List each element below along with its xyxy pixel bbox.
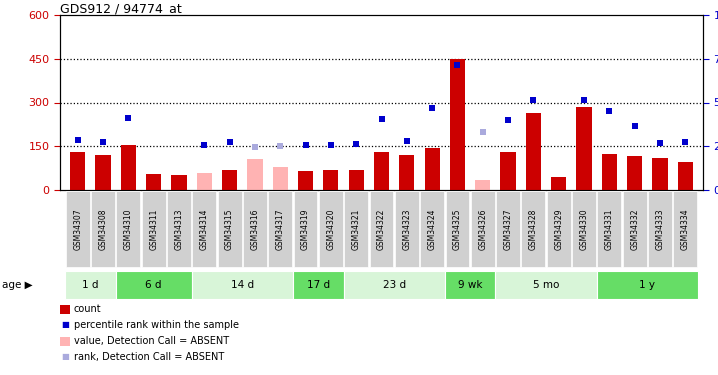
- Bar: [269, 191, 292, 267]
- Text: GSM34311: GSM34311: [149, 209, 158, 250]
- Text: GSM34323: GSM34323: [402, 208, 411, 250]
- Bar: [374, 152, 389, 190]
- Text: GSM34332: GSM34332: [630, 208, 639, 250]
- Bar: [298, 171, 313, 190]
- Bar: [475, 180, 490, 190]
- Text: GSM34317: GSM34317: [276, 208, 285, 250]
- Bar: [65, 271, 116, 299]
- Bar: [597, 191, 621, 267]
- Bar: [95, 155, 111, 190]
- Bar: [444, 271, 495, 299]
- Text: 23 d: 23 d: [383, 280, 406, 290]
- Bar: [70, 152, 85, 190]
- Bar: [623, 191, 646, 267]
- Text: GSM34325: GSM34325: [453, 208, 462, 250]
- Bar: [521, 191, 545, 267]
- Bar: [547, 191, 571, 267]
- Bar: [673, 191, 697, 267]
- Text: GSM34315: GSM34315: [225, 208, 234, 250]
- Bar: [602, 153, 617, 190]
- Text: 1 d: 1 d: [82, 280, 98, 290]
- Text: GSM34307: GSM34307: [73, 208, 83, 250]
- Text: 6 d: 6 d: [146, 280, 162, 290]
- Bar: [116, 271, 192, 299]
- Bar: [446, 191, 470, 267]
- Bar: [420, 191, 444, 267]
- Bar: [121, 145, 136, 190]
- Text: GSM34308: GSM34308: [98, 208, 108, 250]
- Bar: [192, 271, 293, 299]
- Bar: [450, 59, 465, 190]
- Bar: [273, 166, 288, 190]
- Bar: [500, 152, 516, 190]
- Bar: [218, 191, 241, 267]
- Text: GSM34322: GSM34322: [377, 209, 386, 250]
- Bar: [343, 271, 444, 299]
- Text: GSM34328: GSM34328: [529, 209, 538, 250]
- Text: GSM34330: GSM34330: [579, 208, 589, 250]
- Bar: [172, 176, 187, 190]
- Bar: [349, 170, 364, 190]
- Text: 17 d: 17 d: [307, 280, 330, 290]
- Text: GSM34316: GSM34316: [251, 208, 259, 250]
- Bar: [577, 107, 592, 190]
- Bar: [370, 191, 393, 267]
- Text: rank, Detection Call = ABSENT: rank, Detection Call = ABSENT: [74, 352, 224, 362]
- Text: GSM34310: GSM34310: [123, 208, 133, 250]
- Text: GSM34334: GSM34334: [681, 208, 690, 250]
- Bar: [319, 191, 342, 267]
- Bar: [116, 191, 140, 267]
- Text: ■: ■: [61, 321, 69, 330]
- Text: 14 d: 14 d: [230, 280, 254, 290]
- Bar: [572, 191, 596, 267]
- Bar: [141, 191, 166, 267]
- Text: GSM34321: GSM34321: [352, 209, 360, 250]
- Bar: [399, 155, 414, 190]
- Bar: [495, 271, 597, 299]
- Text: 9 wk: 9 wk: [458, 280, 482, 290]
- Bar: [526, 113, 541, 190]
- Bar: [247, 159, 263, 190]
- Bar: [146, 174, 162, 190]
- Text: GSM34326: GSM34326: [478, 208, 488, 250]
- Bar: [293, 271, 343, 299]
- Text: GSM34324: GSM34324: [428, 208, 437, 250]
- Text: GDS912 / 94774_at: GDS912 / 94774_at: [60, 2, 182, 15]
- Text: GSM34327: GSM34327: [503, 208, 513, 250]
- Bar: [424, 148, 439, 190]
- Text: 1 y: 1 y: [639, 280, 656, 290]
- Text: GSM34319: GSM34319: [301, 208, 310, 250]
- Bar: [167, 191, 191, 267]
- Text: percentile rank within the sample: percentile rank within the sample: [74, 320, 239, 330]
- Text: GSM34313: GSM34313: [174, 208, 184, 250]
- Bar: [192, 191, 216, 267]
- Bar: [471, 191, 495, 267]
- Text: count: count: [74, 304, 102, 314]
- Bar: [627, 156, 642, 190]
- Text: age ▶: age ▶: [2, 280, 32, 290]
- Bar: [551, 177, 567, 190]
- Bar: [597, 271, 698, 299]
- Bar: [648, 191, 672, 267]
- Bar: [222, 170, 237, 190]
- Text: 5 mo: 5 mo: [533, 280, 559, 290]
- Text: GSM34329: GSM34329: [554, 208, 563, 250]
- Bar: [496, 191, 520, 267]
- Text: value, Detection Call = ABSENT: value, Detection Call = ABSENT: [74, 336, 229, 346]
- Bar: [294, 191, 317, 267]
- Bar: [197, 172, 212, 190]
- Bar: [678, 162, 693, 190]
- Bar: [91, 191, 115, 267]
- Text: GSM34320: GSM34320: [327, 208, 335, 250]
- Text: GSM34331: GSM34331: [605, 208, 614, 250]
- Bar: [66, 191, 90, 267]
- Text: ■: ■: [61, 352, 69, 362]
- Bar: [243, 191, 267, 267]
- Bar: [395, 191, 419, 267]
- Bar: [653, 158, 668, 190]
- Bar: [323, 170, 338, 190]
- Bar: [345, 191, 368, 267]
- Text: GSM34333: GSM34333: [656, 208, 664, 250]
- Text: GSM34314: GSM34314: [200, 208, 209, 250]
